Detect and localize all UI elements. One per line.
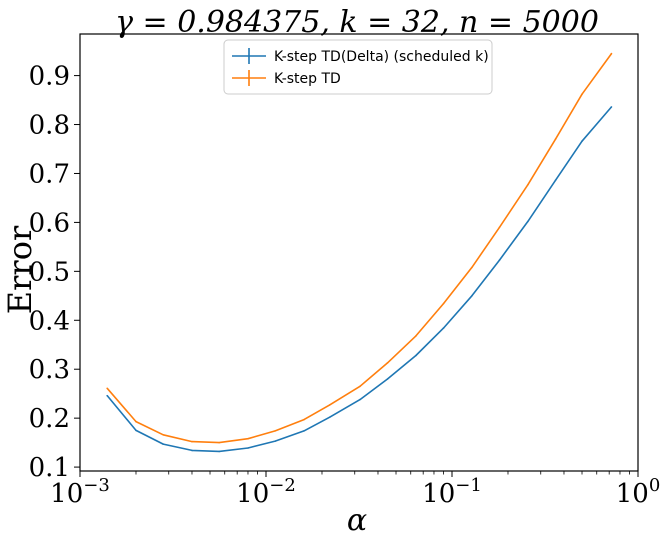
legend-label: K-step TD — [274, 71, 341, 87]
x-tick-label-exponent: −1 — [455, 475, 482, 496]
data-point — [471, 266, 473, 269]
data-point — [303, 418, 305, 421]
data-point — [415, 354, 417, 357]
x-tick-label: 10−2 — [236, 475, 296, 509]
y-tick-label: 0.1 — [29, 453, 70, 483]
data-point — [274, 440, 276, 442]
axis-ticks: 10−3 10−2 10−1 1000.10.20.30.40.50.60.70.80… — [29, 62, 661, 509]
data-point — [554, 179, 557, 182]
data-point — [135, 429, 137, 432]
data-point — [106, 387, 108, 390]
x-tick-label: 10−3 — [50, 475, 110, 509]
legend: K-step TD(Delta) (scheduled k) K-step TD — [223, 39, 493, 95]
data-point — [527, 220, 529, 223]
data-point — [106, 394, 108, 397]
data-point — [471, 295, 473, 297]
legend-item: K-step TD — [232, 70, 341, 87]
x-tick-label-base: 10 — [616, 479, 649, 509]
y-tick-label: 0.8 — [29, 111, 70, 141]
data-point — [191, 449, 193, 452]
legend-box — [223, 39, 493, 95]
x-tick-label-base: 10 — [50, 479, 83, 509]
data-point — [386, 362, 389, 364]
data-point — [610, 106, 613, 108]
data-point — [386, 378, 389, 380]
data-point — [581, 93, 583, 95]
x-tick-label-base: 10 — [236, 479, 269, 509]
x-tick-label: 100 — [616, 475, 661, 509]
legend-label: K-step TD(Delta) (scheduled k) — [274, 49, 489, 65]
data-point — [162, 433, 164, 436]
data-point — [328, 404, 331, 406]
y-tick-label: 0.5 — [29, 257, 70, 287]
y-tick-label: 0.4 — [29, 306, 70, 336]
x-tick-label: 10−1 — [422, 475, 482, 509]
y-tick-label: 0.3 — [29, 355, 70, 385]
data-point — [442, 302, 445, 305]
data-point — [415, 335, 417, 337]
data-point — [135, 420, 137, 423]
legend-item: K-step TD(Delta) (scheduled k) — [232, 48, 489, 65]
data-point — [359, 398, 361, 401]
x-tick-label-base: 10 — [422, 479, 455, 509]
data-point — [162, 443, 164, 445]
data-point — [274, 430, 276, 432]
data-point — [303, 430, 305, 432]
y-axis-label: Error — [1, 225, 39, 314]
data-point — [218, 450, 220, 453]
plot-area — [106, 52, 613, 453]
plot-frame — [79, 33, 639, 472]
data-point — [498, 259, 501, 261]
data-point — [527, 183, 529, 186]
x-tick-label-exponent: −2 — [269, 475, 296, 496]
data-point — [359, 385, 361, 388]
x-tick-label-exponent: −3 — [83, 475, 110, 496]
y-tick-label: 0.7 — [29, 159, 70, 189]
data-point — [191, 440, 193, 443]
data-point — [442, 327, 445, 329]
data-point — [498, 226, 501, 229]
y-tick-label: 0.9 — [29, 62, 70, 92]
data-point — [247, 437, 249, 440]
x-axis-label: α — [347, 503, 367, 538]
data-point — [247, 447, 249, 449]
data-point — [218, 441, 220, 444]
x-tick-label-exponent: 0 — [649, 475, 660, 496]
data-point — [581, 140, 583, 142]
y-tick-label: 0.2 — [29, 404, 70, 434]
data-point — [554, 138, 557, 141]
data-point — [328, 416, 331, 418]
chart-title: γ = 0.984375, k = 32, n = 5000 — [115, 5, 599, 40]
data-point — [610, 52, 613, 55]
y-tick-label: 0.6 — [29, 208, 70, 238]
